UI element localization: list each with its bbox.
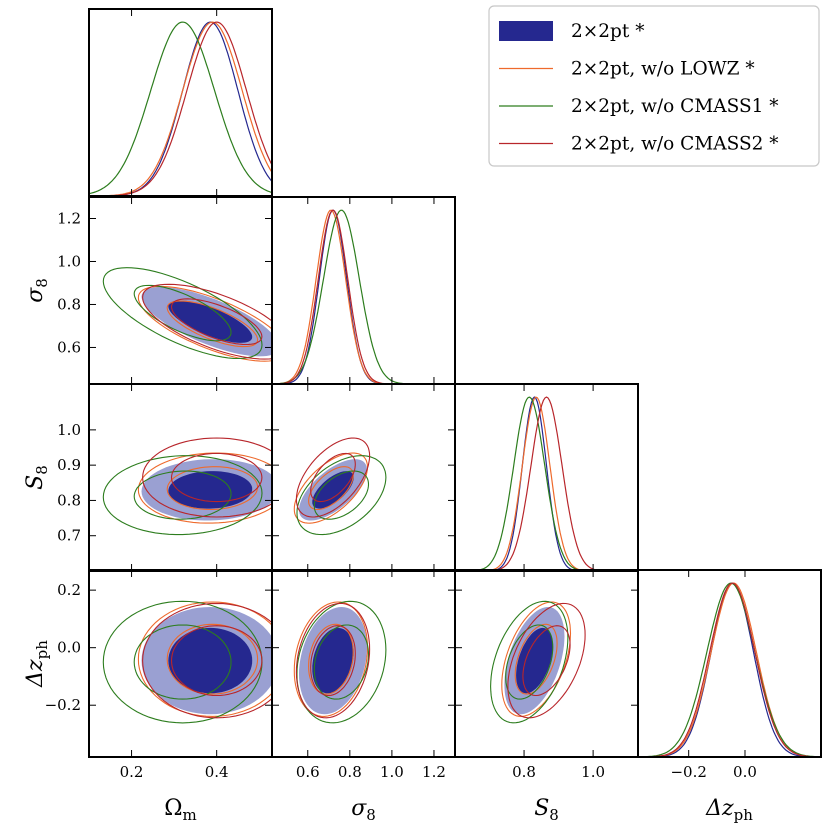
contour-95-3 [490, 600, 569, 724]
contour-95-4 [507, 602, 586, 719]
x-tick-label-dz: 0.0 [733, 763, 757, 781]
contour-68-4 [170, 298, 263, 346]
legend-frame [488, 5, 820, 167]
y-tick-label-s8: 0.8 [57, 295, 81, 313]
marginal-curve-1 [272, 209, 455, 384]
marginal-curve-3 [455, 396, 638, 571]
contour-panel-s8-S8 [293, 437, 387, 536]
y-tick-label-s8: 0.6 [57, 338, 81, 356]
y-axis-title-S8: S8 [23, 465, 51, 490]
contour-95-4 [295, 437, 371, 518]
contour-panel-Om-s8 [102, 267, 272, 362]
y-axis-title-dz: Δzph [23, 640, 51, 688]
contour-panel-S8-dz [490, 600, 586, 724]
marginal-curve-4 [272, 209, 455, 384]
contour-68-2 [514, 623, 558, 695]
contour-95-4 [142, 602, 272, 719]
marginal-panel-dz [638, 582, 821, 757]
contour-95-4 [295, 602, 371, 719]
contour-68-3 [133, 470, 232, 520]
x-tick-label-s8: 0.8 [338, 763, 362, 781]
contour-68-4 [310, 625, 356, 697]
legend-label-3: 2×2pt, w/o CMASS1 * [571, 96, 779, 117]
contour-68-4 [310, 452, 356, 503]
x-axis-title-Om: Ωm [164, 796, 196, 824]
contour-68-2 [166, 300, 259, 348]
marginal-panel-Om [89, 21, 272, 196]
contour-95-3 [296, 600, 387, 724]
contour-68-2 [166, 466, 259, 511]
contour-68-3 [313, 470, 370, 520]
x-tick-label-Om: 0.2 [120, 763, 144, 781]
y-tick-label-s8: 1.0 [57, 252, 81, 270]
contour-68-4 [170, 452, 263, 503]
marginal-curve-3 [89, 21, 272, 195]
contour-95-4 [142, 283, 272, 360]
x-tick-label-S8: 0.8 [512, 763, 536, 781]
y-tick-label-S8: 0.8 [57, 491, 81, 509]
panel-frame [88, 8, 273, 197]
contour-95-2 [137, 452, 272, 524]
x-axis-title-dz: Δzph [705, 796, 753, 824]
marginal-panel-S8 [455, 396, 638, 571]
contour-panel-Om-S8 [102, 437, 272, 536]
x-tick-label-S8: 1.0 [581, 763, 605, 781]
y-tick-label-dz: −0.2 [45, 696, 81, 714]
contour-68-2 [308, 466, 354, 511]
y-tick-label-dz: 0.0 [57, 639, 81, 657]
marginal-curve-2 [455, 396, 638, 571]
contour-68-3 [505, 624, 554, 700]
x-tick-label-dz: −0.2 [670, 763, 706, 781]
contour-68-3 [313, 624, 370, 700]
contour-95-2 [137, 285, 272, 362]
marginal-curve-3 [272, 209, 455, 384]
marginal-curve-1 [455, 396, 638, 571]
legend: 2×2pt * 2×2pt, w/o LOWZ * 2×2pt, w/o CMASS… [488, 5, 820, 167]
marginal-curve-2 [638, 582, 821, 757]
y-tick-label-s8: 1.2 [57, 209, 81, 227]
legend-label-2: 2×2pt, w/o LOWZ * [571, 59, 755, 80]
marginal-curve-2 [272, 209, 455, 384]
marginal-curve-3 [638, 582, 821, 757]
panel-frame [637, 569, 822, 758]
contour-95-2 [293, 452, 369, 524]
marginal-curve-4 [455, 396, 638, 571]
contour-95-3 [296, 455, 387, 536]
contour-68-1 [168, 471, 253, 509]
contour-68-1 [168, 627, 253, 694]
contour-68-4 [170, 625, 263, 697]
legend-label-4: 2×2pt, w/o CMASS2 * [571, 134, 779, 155]
x-tick-label-s8: 0.6 [296, 763, 320, 781]
contour-68-3 [133, 284, 232, 342]
contour-95-3 [102, 267, 263, 360]
contour-panel-Om-dz [102, 600, 272, 724]
contour-68-1 [312, 471, 354, 509]
panel-frame [271, 196, 456, 385]
marginal-curve-1 [638, 582, 821, 757]
contour-68-1 [516, 627, 553, 694]
contour-panel-s8-dz [293, 600, 387, 724]
marginal-panel-s8 [272, 209, 455, 384]
x-axis-title-S8: S8 [534, 796, 559, 824]
x-axis-title-s8: σ8 [351, 796, 376, 824]
x-tick-label-s8: 1.0 [380, 763, 404, 781]
legend-label-1: 2×2pt * [571, 21, 644, 42]
contour-95-3 [102, 455, 263, 536]
y-tick-label-dz: 0.2 [57, 581, 81, 599]
contour-95-3 [102, 600, 263, 724]
x-tick-label-Om: 0.4 [205, 763, 229, 781]
y-tick-label-S8: 1.0 [57, 421, 81, 439]
contour-95-4 [142, 437, 272, 518]
legend-swatch-1 [499, 21, 553, 41]
contour-68-1 [312, 627, 354, 694]
y-axis-title-s8: σ8 [23, 278, 51, 303]
contour-68-4 [522, 625, 571, 697]
x-tick-label-s8: 1.2 [422, 763, 446, 781]
marginal-curve-4 [638, 582, 821, 757]
y-tick-label-S8: 0.9 [57, 456, 81, 474]
y-tick-label-S8: 0.7 [57, 527, 81, 545]
